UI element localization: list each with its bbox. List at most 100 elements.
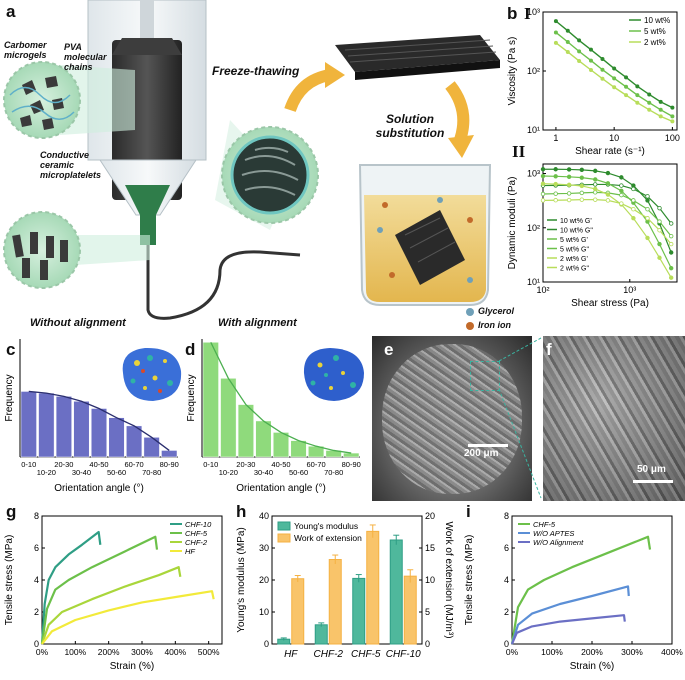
histogram-bar — [126, 425, 143, 458]
data-point — [566, 174, 572, 180]
legend-label: 5 wt% G' — [560, 237, 588, 244]
histogram-bar — [143, 437, 160, 458]
data-point — [579, 190, 585, 196]
pva-label: PVA molecular chains — [64, 42, 107, 72]
x-tick-label: CHF-5 — [351, 649, 381, 660]
syringe-icon — [87, 0, 301, 320]
y2-tick-label: 20 — [425, 511, 435, 521]
scale-bar-f — [633, 480, 673, 483]
data-point — [657, 228, 662, 233]
panel-label-b-I: I — [524, 4, 531, 23]
panel-label-g: g — [6, 502, 17, 521]
scale-bar-e — [468, 444, 508, 447]
x-tick-label: 10 — [609, 133, 619, 143]
data-point — [588, 67, 593, 72]
data-point — [658, 107, 663, 112]
data-point — [612, 85, 617, 90]
x-tick-label: 20-30 — [236, 460, 255, 469]
y-tick-label: 10² — [527, 223, 540, 233]
data-point — [566, 182, 572, 188]
y-tick-label: 10² — [527, 66, 540, 76]
legend-label: 5 wt% G" — [560, 247, 589, 254]
data-point — [645, 207, 650, 212]
data-point — [540, 167, 546, 172]
data-point — [624, 84, 629, 89]
beaker-icon — [358, 164, 492, 306]
histogram-bar — [343, 452, 360, 458]
y2-tick-label: 10 — [425, 575, 435, 585]
stress-strain-curve — [510, 614, 626, 645]
tensile-comparison-chart: 0% 100% 200% 300% 400% 0 2 4 6 8 Strain (%) Tensile… — [464, 511, 683, 672]
stress-strain-curve — [510, 585, 630, 645]
data-point — [600, 67, 605, 72]
bar — [328, 559, 342, 645]
x-tick-label: 30-40 — [254, 468, 273, 477]
data-point — [600, 56, 605, 61]
data-point — [668, 233, 674, 239]
data-point — [577, 58, 582, 63]
scale-label-e: 200 μm — [464, 448, 499, 459]
data-point — [670, 105, 675, 110]
filament-cross-section-icon — [215, 120, 319, 230]
data-point — [668, 241, 674, 247]
x-tick-label: 50-60 — [289, 468, 308, 477]
legend-label: 10 wt% G' — [560, 218, 592, 225]
data-point — [579, 175, 585, 180]
y2-tick-label: 15 — [425, 543, 435, 553]
data-point — [605, 181, 611, 186]
data-point — [553, 30, 558, 35]
x-tick-label: 0-10 — [203, 460, 218, 469]
data-point — [565, 40, 570, 45]
legend-label: HF — [185, 547, 195, 556]
histogram-bar — [90, 408, 108, 458]
legend-label: 10 wt% G" — [560, 228, 593, 235]
y2-axis-label: Work of extension (MJ/m³) — [443, 521, 454, 638]
panel-label-c: c — [6, 340, 16, 359]
schematic-illustration — [3, 0, 500, 330]
solution-label-line1: Solution — [386, 112, 434, 126]
iron-ion-marker-icon — [466, 322, 474, 330]
y-axis-label: Young's modulus (MPa) — [236, 527, 247, 632]
y-axis-label: Viscosity (Pa s) — [507, 37, 518, 106]
data-point — [588, 47, 593, 52]
panel-label-a: a — [6, 2, 16, 21]
legend-label: CHF-5 — [185, 529, 208, 538]
histogram-bar — [272, 432, 290, 458]
x-tick-label: 10-20 — [37, 468, 56, 477]
stress-strain-curve — [40, 530, 102, 645]
x-axis-label: Shear rate (s⁻¹) — [575, 146, 645, 157]
x-axis-label: Strain (%) — [110, 661, 154, 672]
data-point — [635, 100, 640, 105]
bar — [314, 624, 328, 645]
legend-label: W/O Alignment — [533, 538, 584, 547]
legend-swatch — [277, 521, 291, 531]
sem-image-zoomed: 50 μm — [543, 336, 685, 501]
x-tick-label: 70-80 — [324, 468, 343, 477]
x-tick-label: 300% — [131, 647, 153, 657]
freeze-thawing-label: Freeze-thawing — [212, 64, 300, 78]
data-point — [657, 205, 662, 211]
data-point — [577, 38, 582, 43]
fit-curve — [210, 341, 352, 454]
data-point — [553, 40, 558, 45]
y-axis-label: Dynamic moduli (Pa) — [507, 177, 518, 270]
data-point — [612, 76, 617, 81]
data-point — [657, 241, 662, 247]
stress-strain-curve — [41, 590, 215, 645]
y-tick-label: 40 — [259, 511, 269, 521]
panel-label-b: b — [507, 4, 518, 23]
y-tick-label: 2 — [504, 607, 509, 617]
data-point — [619, 175, 624, 180]
x-tick-label: 10² — [536, 285, 549, 295]
y-tick-label: 0 — [34, 639, 39, 649]
data-point — [553, 19, 558, 24]
y-tick-label: 10¹ — [527, 277, 540, 287]
data-point — [631, 198, 636, 203]
x-axis-label: Orientation angle (°) — [54, 483, 144, 494]
y-tick-label: 20 — [259, 575, 269, 585]
y-tick-label: 30 — [259, 543, 269, 553]
histogram-bar — [255, 420, 272, 458]
data-point — [645, 198, 650, 203]
fit-curve — [28, 390, 170, 451]
plot-frame — [542, 163, 678, 283]
